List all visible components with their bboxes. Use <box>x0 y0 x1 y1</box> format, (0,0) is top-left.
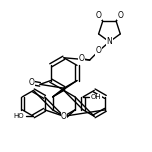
Text: O: O <box>96 46 102 55</box>
Text: O: O <box>118 10 124 19</box>
Text: O: O <box>61 112 67 121</box>
Text: OH: OH <box>91 94 101 100</box>
Text: O: O <box>95 10 101 19</box>
Text: HO: HO <box>14 113 24 119</box>
Text: O: O <box>29 78 35 87</box>
Text: N: N <box>107 37 112 46</box>
Text: O: O <box>78 54 84 63</box>
